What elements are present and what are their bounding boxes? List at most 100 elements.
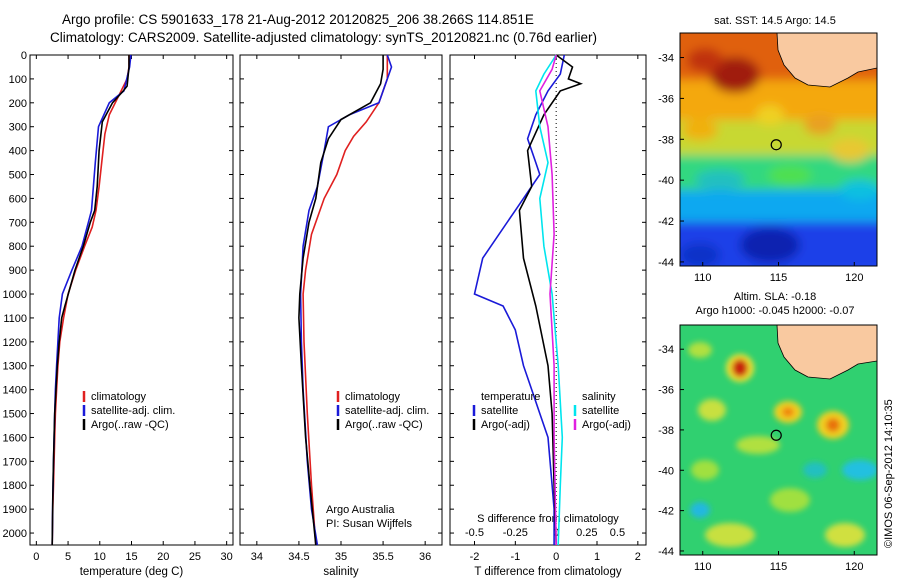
salinity-series-climatology	[302, 55, 389, 546]
difference-series-satellite	[473, 54, 566, 545]
temp-diff-legend-satellite-label: satellite	[481, 405, 518, 417]
depth-tick-label: 1300	[3, 361, 27, 373]
temperature-xtick-label: 0	[33, 551, 39, 563]
depth-tick-label: 1200	[3, 337, 27, 349]
depth-tick-label: 800	[9, 241, 27, 253]
depth-tick-label: 2000	[3, 528, 27, 540]
map-sst-lat-label: -40	[658, 175, 674, 187]
salinity-xtick-label: 34	[251, 551, 263, 563]
depth-tick-label: 1100	[3, 313, 27, 325]
map-sla-lat-label: -44	[658, 546, 674, 558]
salinity-panel: 34 34.5 35 35.5 36 salinity climatology satelli…	[239, 54, 443, 578]
sal-diff-legend-title-label: salinity	[582, 391, 616, 403]
sst-argo-marker	[770, 139, 782, 151]
depth-tick-label: 1000	[3, 289, 27, 301]
salinity-xlabel: salinity	[323, 566, 358, 578]
header-line-1: Argo profile: CS 5901633_178 21-Aug-2012…	[62, 12, 534, 27]
credit-line-2: PI: Susan Wijffels	[326, 518, 412, 530]
temperature-series-climatology	[51, 55, 130, 546]
depth-tick-label: 1700	[3, 456, 27, 468]
map-sst-lon-label: 110	[694, 272, 712, 284]
difference-series-argo-adj	[518, 54, 583, 546]
difference-xlabel: T difference from climatology	[474, 566, 621, 578]
difference-series-satellite	[534, 54, 564, 546]
difference-frame	[449, 54, 647, 546]
sla-map-panel: Altim. SLA: -0.18 Argo h1000: -0.045 h20…	[658, 291, 878, 573]
salinity-legend-1-label: satellite-adj. clim.	[345, 405, 429, 417]
depth-tick-label: 500	[9, 170, 27, 182]
map-sla-lon-label: 120	[845, 561, 863, 573]
salinity-xtick-label: 35.5	[372, 551, 393, 563]
depth-tick-label: 1400	[3, 385, 27, 397]
sst-map-title: sat. SST: 14.5 Argo: 14.5	[714, 15, 836, 27]
sla-map-title: Altim. SLA: -0.18	[734, 291, 817, 303]
depth-tick-label: 1800	[3, 480, 27, 492]
depth-tick-label: 100	[9, 74, 27, 86]
depth-tick-label: 200	[9, 98, 27, 110]
salinity-difference-tick-label: -0.5	[465, 527, 484, 539]
difference-panel: -2 -1 0 1 2 T difference from climatology S di…	[449, 54, 647, 578]
salinity-difference-tick-label: 0.25	[576, 527, 597, 539]
temperature-xlabel: temperature (deg C)	[80, 566, 184, 578]
sal-diff-legend-satellite-label: satellite	[582, 405, 619, 417]
temperature-xtick-label: 25	[189, 551, 201, 563]
imos-watermark: ©IMOS 06-Sep-2012 14:10:35	[883, 399, 895, 548]
difference-xtick-label: -1	[510, 551, 520, 563]
temperature-legend-2-label: Argo(..raw -QC)	[91, 419, 169, 431]
depth-tick-label: 900	[9, 265, 27, 277]
header-line-2: Climatology: CARS2009. Satellite-adjuste…	[50, 30, 597, 45]
salinity-series-argo-raw-qc	[298, 55, 384, 546]
depth-tick-label: 0	[21, 50, 27, 62]
temperature-series-argo-raw-qc	[51, 55, 130, 546]
temperature-xtick-label: 10	[94, 551, 106, 563]
map-sst-lon-label: 115	[770, 272, 788, 284]
salinity-xtick-label: 36	[419, 551, 431, 563]
salinity-difference-label: S difference from climatology	[477, 513, 619, 525]
temperature-series-satellite-adj-clim	[51, 54, 132, 546]
temperature-xtick-label: 20	[157, 551, 169, 563]
difference-xtick-label: 1	[594, 551, 600, 563]
sla-argo-marker	[770, 429, 782, 441]
sla-map-subtitle: Argo h1000: -0.045 h2000: -0.07	[695, 305, 854, 317]
salinity-xtick-label: 35	[335, 551, 347, 563]
map-sla-lat-label: -36	[658, 385, 674, 397]
difference-xtick-label: 0	[553, 551, 559, 563]
temperature-legend-1-label: satellite-adj. clim.	[91, 405, 175, 417]
sla-land	[776, 325, 877, 380]
difference-series-argo-adj	[538, 54, 557, 546]
map-sst-lat-label: -42	[658, 216, 674, 228]
depth-tick-label: 400	[9, 146, 27, 158]
depth-tick-label: 700	[9, 217, 27, 229]
salinity-legend-0-label: climatology	[345, 391, 401, 403]
sst-land	[776, 33, 877, 88]
temperature-xtick-label: 5	[65, 551, 71, 563]
temperature-frame	[29, 54, 234, 546]
map-sst-lon-label: 120	[845, 272, 863, 284]
map-sst-lat-label: -34	[658, 53, 674, 65]
map-sla-lat-label: -38	[658, 425, 674, 437]
temperature-panel: 0 5 10 15 20 25 30 temperature (deg C) 0 100 200 30…	[3, 50, 234, 578]
temperature-xtick-label: 30	[221, 551, 233, 563]
temp-diff-legend-argo-label: Argo(-adj)	[481, 419, 530, 431]
sla-map-axes: 110 115 120 -34 -36 -38 -40 -42 -44	[658, 344, 863, 573]
temp-diff-legend-title-label: temperature	[481, 391, 540, 403]
map-sla-lat-label: -34	[658, 344, 674, 356]
salinity-xtick-label: 34.5	[288, 551, 309, 563]
map-sla-lat-label: -42	[658, 506, 674, 518]
salinity-difference-tick-label: -0.25	[503, 527, 528, 539]
depth-tick-label: 600	[9, 193, 27, 205]
sla-field	[688, 342, 877, 547]
map-sst-lat-label: -44	[658, 257, 674, 269]
depth-tick-label: 1900	[3, 504, 27, 516]
temperature-xtick-label: 15	[125, 551, 137, 563]
credit-line-1: Argo Australia	[326, 504, 395, 516]
map-sla-lon-label: 110	[694, 561, 712, 573]
depth-tick-label: 300	[9, 122, 27, 134]
salinity-difference-tick-label: 0.5	[610, 527, 625, 539]
depth-tick-label: 1600	[3, 432, 27, 444]
salinity-legend-2-label: Argo(..raw -QC)	[345, 419, 423, 431]
sst-map-axes: 110 115 120 -34 -36 -38 -40 -42 -44	[658, 53, 863, 284]
difference-xtick-label: -2	[470, 551, 480, 563]
salinity-frame	[239, 54, 443, 546]
